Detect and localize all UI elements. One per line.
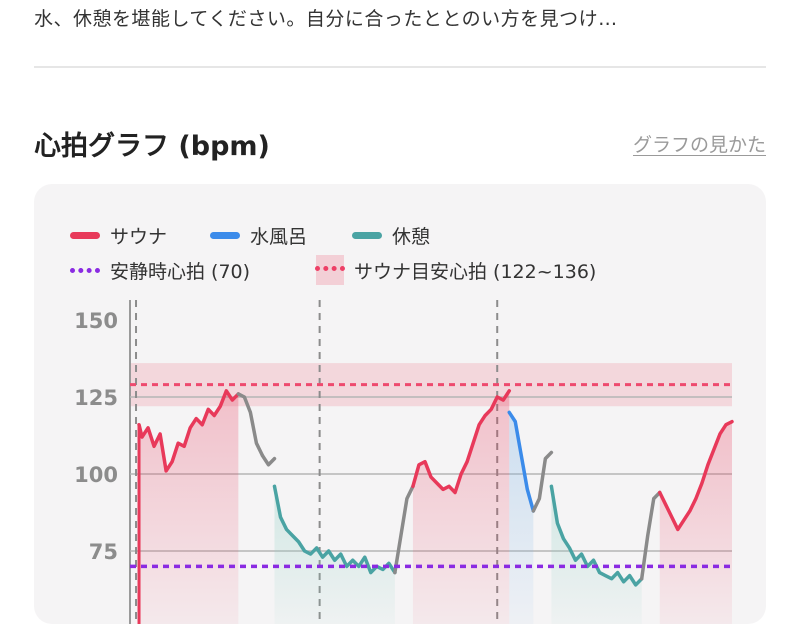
area-rest-8 — [551, 486, 642, 624]
series-line-rest-3 — [272, 484, 397, 575]
series-line-cold_bath-6 — [507, 410, 536, 513]
legend-label-cold-bath: 水風呂 — [250, 226, 308, 248]
series-line-transition-2 — [260, 453, 277, 467]
legend-swatch-target-hr — [315, 255, 345, 285]
area-cold_bath-6 — [509, 412, 534, 624]
series-line-sauna-0 — [137, 389, 241, 473]
legend-label-target-hr: サウナ目安心拍 (122~136) — [354, 260, 597, 283]
legend-swatch-sauna — [70, 232, 100, 239]
section-title: 心拍グラフ (bpm) — [34, 131, 270, 162]
area-rest-3 — [274, 486, 395, 624]
area-sauna-0 — [139, 390, 239, 624]
legend-label-resting-hr: 安静時心拍 (70) — [110, 261, 251, 283]
series-line-sauna-10 — [658, 419, 734, 532]
legend-swatch-cold-bath — [210, 232, 240, 239]
series-line-transition-1 — [236, 392, 265, 458]
legend-swatch-rest — [352, 232, 382, 239]
legend-target-hr: サウナ目安心拍 (122~136) — [315, 255, 597, 285]
legend-label-rest: 休憩 — [392, 226, 431, 248]
y-tick-label: 125 — [74, 386, 118, 410]
legend-sauna: サウナ — [70, 222, 167, 249]
divider — [34, 66, 766, 68]
graph-guide-link[interactable]: グラフの見かた — [632, 134, 766, 156]
area-sauna-10 — [659, 421, 732, 624]
chart-card: サウナ 水風呂 休憩 安静時心拍 (70) サウナ目安心拍 (122~136) … — [34, 184, 766, 624]
series-line-transition-7 — [531, 450, 554, 513]
y-tick-label: 100 — [74, 463, 118, 487]
legend-resting-hr: 安静時心拍 (70) — [70, 257, 250, 284]
legend-cold-bath: 水風呂 — [210, 222, 307, 249]
legend-swatch-resting-hr — [70, 268, 100, 273]
y-tick-label: 75 — [89, 540, 118, 564]
intro-text: 水、休憩を堪能してください。自分に合ったととのい方を見つけ… — [34, 8, 618, 30]
heart-rate-chart: 150 125 100 75 — [74, 300, 734, 624]
series-line-transition-4 — [393, 484, 415, 575]
area-sauna-5 — [412, 390, 510, 624]
series-line-sauna-5 — [411, 389, 512, 495]
legend-rest: 休憩 — [352, 222, 430, 249]
y-tick-label: 150 — [74, 309, 118, 333]
series-line-transition-9 — [639, 490, 662, 581]
legend-label-sauna: サウナ — [110, 226, 168, 248]
